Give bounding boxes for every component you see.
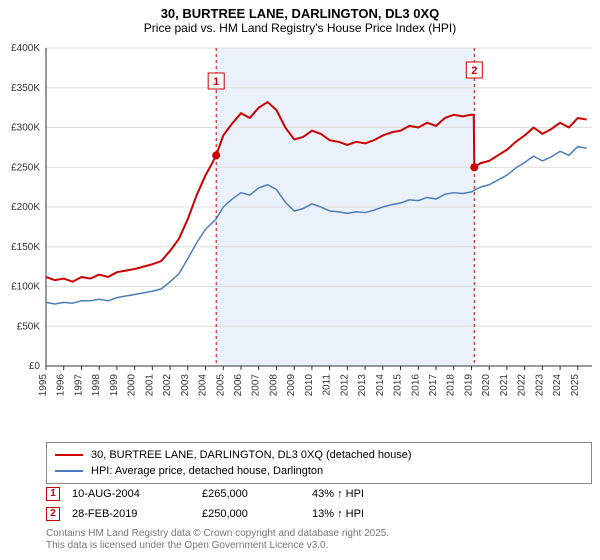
- sales-row-1: 1 10-AUG-2004 £265,000 43% ↑ HPI: [46, 484, 592, 504]
- svg-text:£250K: £250K: [11, 162, 40, 173]
- footer-line1: Contains HM Land Registry data © Crown c…: [46, 528, 389, 540]
- sale-pct-1: 43% ↑ HPI: [312, 488, 432, 500]
- svg-text:2010: 2010: [304, 374, 315, 397]
- svg-text:2015: 2015: [393, 374, 404, 397]
- svg-text:2017: 2017: [428, 374, 439, 397]
- svg-text:2002: 2002: [162, 374, 173, 397]
- svg-text:£100K: £100K: [11, 282, 40, 293]
- legend-label-1: 30, BURTREE LANE, DARLINGTON, DL3 0XQ (d…: [91, 449, 412, 461]
- svg-text:2008: 2008: [268, 374, 279, 397]
- sale-price-2: £250,000: [202, 508, 312, 520]
- title-address: 30, BURTREE LANE, DARLINGTON, DL3 0XQ: [10, 6, 590, 21]
- sale-date-1: 10-AUG-2004: [72, 488, 202, 500]
- sale-price-1: £265,000: [202, 488, 312, 500]
- legend-swatch-1: [55, 454, 83, 456]
- svg-text:£50K: £50K: [17, 321, 41, 332]
- sales-table: 1 10-AUG-2004 £265,000 43% ↑ HPI 2 28-FE…: [46, 484, 592, 524]
- svg-text:2013: 2013: [357, 374, 368, 397]
- svg-text:1996: 1996: [56, 374, 67, 397]
- svg-text:2019: 2019: [463, 374, 474, 397]
- legend-row-2: HPI: Average price, detached house, Darl…: [55, 463, 583, 479]
- svg-text:2004: 2004: [198, 374, 209, 397]
- svg-text:£300K: £300K: [11, 123, 40, 134]
- legend-label-2: HPI: Average price, detached house, Darl…: [91, 465, 323, 477]
- svg-text:2007: 2007: [251, 374, 262, 397]
- sale-date-2: 28-FEB-2019: [72, 508, 202, 520]
- svg-text:1995: 1995: [38, 374, 49, 397]
- svg-text:2011: 2011: [322, 374, 333, 396]
- svg-text:2: 2: [471, 65, 477, 77]
- legend: 30, BURTREE LANE, DARLINGTON, DL3 0XQ (d…: [46, 442, 592, 484]
- svg-text:2001: 2001: [144, 374, 155, 397]
- svg-text:2000: 2000: [127, 374, 138, 397]
- svg-text:2003: 2003: [180, 374, 191, 397]
- svg-text:2023: 2023: [534, 374, 545, 397]
- sale-pct-2: 13% ↑ HPI: [312, 508, 432, 520]
- footer: Contains HM Land Registry data © Crown c…: [46, 528, 389, 552]
- marker-badge-1: 1: [46, 487, 60, 501]
- svg-text:2020: 2020: [481, 374, 492, 397]
- svg-text:2022: 2022: [517, 374, 528, 397]
- svg-text:2016: 2016: [410, 374, 421, 397]
- svg-text:2021: 2021: [499, 374, 510, 397]
- svg-text:1997: 1997: [73, 374, 84, 397]
- marker-badge-2: 2: [46, 507, 60, 521]
- legend-swatch-2: [55, 470, 83, 472]
- svg-text:1998: 1998: [91, 374, 102, 397]
- svg-text:2024: 2024: [552, 374, 563, 397]
- footer-line2: This data is licensed under the Open Gov…: [46, 540, 389, 552]
- line-chart: £0£50K£100K£150K£200K£250K£300K£350K£400…: [46, 48, 592, 410]
- svg-text:2009: 2009: [286, 374, 297, 397]
- svg-text:£150K: £150K: [11, 242, 40, 253]
- svg-text:1999: 1999: [109, 374, 120, 397]
- svg-text:2012: 2012: [339, 374, 350, 397]
- legend-row-1: 30, BURTREE LANE, DARLINGTON, DL3 0XQ (d…: [55, 447, 583, 463]
- title-subtitle: Price paid vs. HM Land Registry's House …: [10, 21, 590, 35]
- svg-text:2025: 2025: [570, 374, 581, 397]
- svg-text:1: 1: [213, 76, 219, 88]
- svg-text:£350K: £350K: [11, 83, 40, 94]
- sales-row-2: 2 28-FEB-2019 £250,000 13% ↑ HPI: [46, 504, 592, 524]
- title-block: 30, BURTREE LANE, DARLINGTON, DL3 0XQ Pr…: [0, 0, 600, 37]
- svg-text:£0: £0: [29, 361, 41, 372]
- svg-text:2014: 2014: [375, 374, 386, 397]
- svg-text:£400K: £400K: [11, 43, 40, 54]
- svg-text:2006: 2006: [233, 374, 244, 397]
- svg-text:2018: 2018: [446, 374, 457, 397]
- chart-container: 30, BURTREE LANE, DARLINGTON, DL3 0XQ Pr…: [0, 0, 600, 560]
- svg-text:£200K: £200K: [11, 202, 40, 213]
- svg-text:2005: 2005: [215, 374, 226, 397]
